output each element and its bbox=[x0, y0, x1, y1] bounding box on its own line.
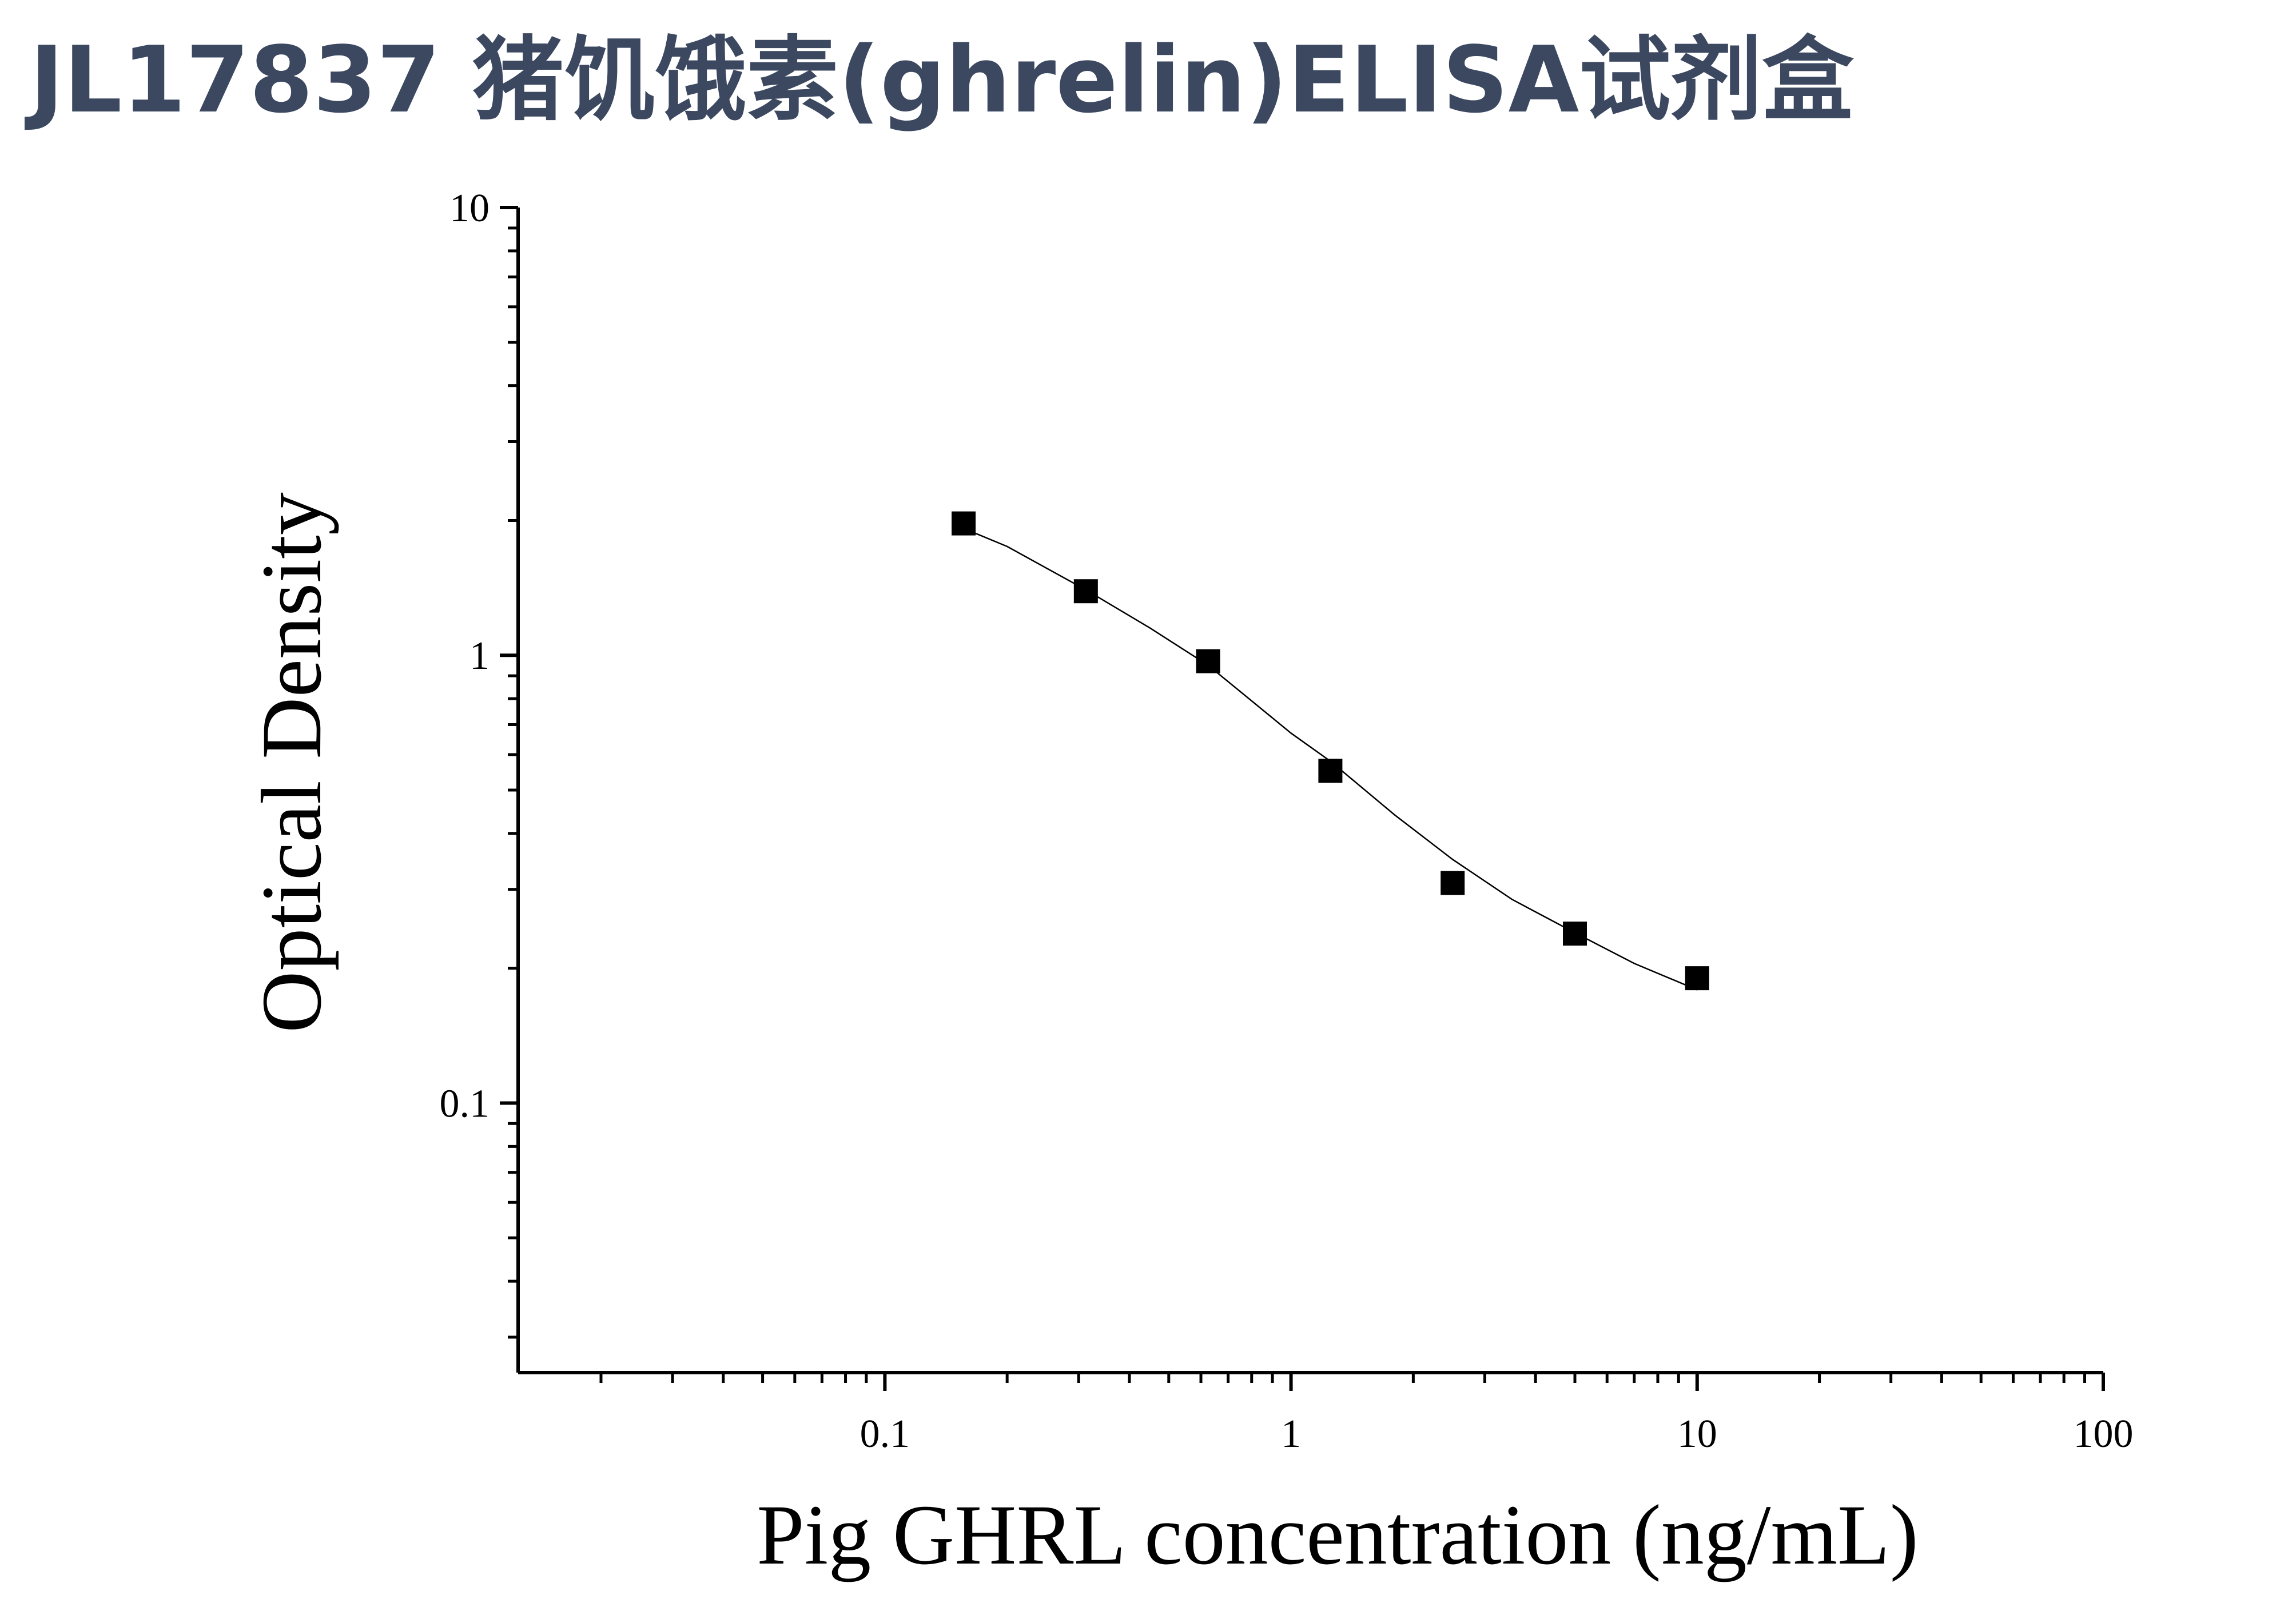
point bbox=[1563, 922, 1587, 946]
x-tick-label: 0.1 bbox=[860, 1412, 910, 1456]
x-tick-label: 1 bbox=[1281, 1412, 1301, 1456]
y-tick-label: 10 bbox=[449, 186, 490, 230]
point bbox=[1196, 649, 1220, 673]
y-tick-label: 1 bbox=[469, 634, 490, 678]
fit-curve bbox=[956, 524, 1698, 991]
x-axis-label: Pig GHRL concentration (ng/mL) bbox=[757, 1488, 1919, 1582]
point bbox=[1441, 871, 1465, 895]
chart-title: JL17837 猪饥饿素(ghrelin)ELISA试剂盒 bbox=[25, 26, 1854, 133]
x-tick-label: 10 bbox=[1677, 1412, 1717, 1456]
y-axis-label: Optical Density bbox=[244, 492, 339, 1033]
x-tick-label: 100 bbox=[2074, 1412, 2134, 1456]
point bbox=[1073, 579, 1098, 604]
point bbox=[1318, 759, 1343, 783]
y-tick-label: 0.1 bbox=[440, 1082, 490, 1126]
